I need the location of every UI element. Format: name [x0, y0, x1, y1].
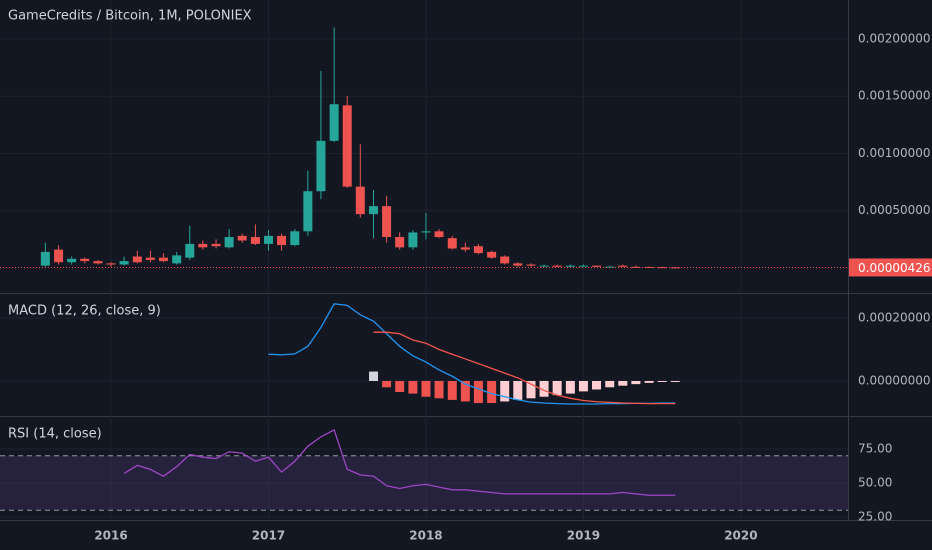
candle-body [473, 246, 483, 254]
candle-body [369, 206, 379, 215]
candle-body [290, 231, 300, 246]
histogram-bar [382, 380, 392, 388]
candle-body [211, 243, 221, 247]
candle-body [277, 235, 287, 246]
histogram-bar [578, 380, 588, 392]
histogram-bar [565, 380, 575, 394]
histogram-bar [670, 380, 680, 382]
x-tick-label: 2020 [724, 529, 757, 543]
candle-body [657, 267, 667, 269]
histogram-bar [605, 380, 615, 388]
candle-body [500, 256, 510, 264]
candle-body [644, 266, 654, 268]
histogram-bar [644, 380, 654, 383]
histogram-bar [592, 380, 602, 390]
candle-body [565, 265, 575, 267]
candle-body [578, 265, 588, 267]
macd-title: MACD (12, 26, close, 9) [8, 304, 161, 319]
candle-body [355, 186, 365, 215]
labels: GameCredits / Bitcoin, 1M, POLONIEX MACD… [8, 9, 932, 543]
histogram-bar [369, 371, 379, 381]
x-tick-label: 2016 [94, 529, 127, 543]
candle-body [40, 251, 50, 266]
candle-body [303, 191, 313, 232]
y-tick-label: 0.00200000 [858, 31, 931, 45]
histogram-bar [473, 380, 483, 404]
candle-body [421, 231, 431, 233]
y-tick-label: 25.00 [858, 510, 892, 524]
y-tick-label: 75.00 [858, 442, 892, 456]
chart-title: GameCredits / Bitcoin, 1M, POLONIEX [8, 9, 252, 24]
candle-body [172, 255, 182, 264]
candle-body [618, 265, 628, 267]
last-price-box [849, 258, 932, 277]
histogram-bar [657, 380, 667, 382]
candle-body [80, 258, 90, 262]
histogram-bar [487, 380, 497, 404]
candle-body [342, 105, 352, 187]
candle-body [263, 235, 273, 244]
candle-body [316, 140, 326, 192]
line-series [373, 331, 676, 405]
marks [0, 27, 848, 496]
histogram-bar [526, 380, 536, 399]
x-tick-label: 2017 [252, 529, 285, 543]
candle-body [185, 243, 195, 258]
histogram-bar [500, 380, 510, 402]
line-series [123, 429, 676, 496]
candle-body [93, 261, 103, 264]
candle-body [67, 258, 77, 263]
candle-body [408, 232, 418, 248]
y-tick-label: 0.00150000 [858, 89, 931, 103]
candle-body [526, 264, 536, 266]
y-tick-label: 0.00100000 [858, 146, 931, 160]
candle-body [119, 261, 129, 265]
candle-body [434, 231, 444, 238]
histogram-bar [434, 380, 444, 399]
histogram-bar [460, 380, 470, 402]
last-price-label: 0.00000426 [858, 261, 931, 275]
y-tick-label: 0.00050000 [858, 203, 931, 217]
candle-body [250, 237, 260, 244]
candle-body [145, 257, 155, 260]
histogram-bar [395, 380, 405, 393]
histogram-bar [618, 380, 628, 386]
candle-body [631, 266, 641, 268]
rsi-title: RSI (14, close) [8, 427, 102, 442]
candle-body [106, 263, 116, 265]
histogram-bar [552, 380, 562, 396]
candle-body [395, 237, 405, 248]
y-tick-label: 0.00020000 [858, 310, 931, 324]
candle-body [132, 256, 142, 263]
histogram-bar [631, 380, 641, 385]
candle-body [198, 243, 208, 248]
rsi-band [0, 455, 848, 511]
candle-body [487, 251, 497, 258]
candle-body [158, 257, 168, 262]
candle-body [539, 265, 549, 267]
histogram-bar [447, 380, 457, 400]
histogram-bar [408, 380, 418, 394]
candle-body [54, 249, 64, 263]
histogram-bar [513, 380, 523, 400]
y-tick-label: 0.00000000 [858, 373, 931, 387]
candle-body [513, 263, 523, 266]
candle-body [237, 235, 247, 241]
candle-body [552, 265, 562, 267]
grid [0, 0, 848, 520]
candle-body [447, 238, 457, 249]
histogram-bar [539, 380, 549, 397]
histogram-bar [421, 380, 431, 397]
y-tick-label: 50.00 [858, 476, 892, 490]
candle-body [382, 206, 392, 238]
candle-body [224, 237, 234, 248]
x-tick-label: 2018 [409, 529, 442, 543]
line-series [268, 303, 676, 405]
candle-body [592, 265, 602, 267]
candle-body [460, 247, 470, 250]
x-tick-label: 2019 [567, 529, 600, 543]
candle-body [329, 104, 339, 141]
